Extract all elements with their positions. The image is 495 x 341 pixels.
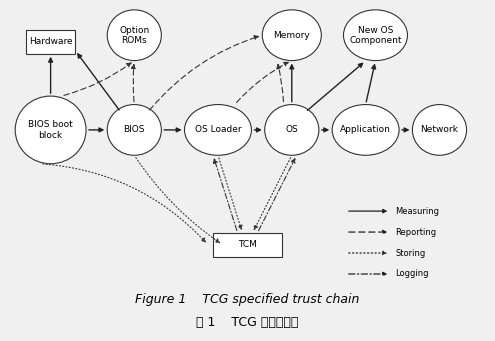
Ellipse shape [15, 96, 86, 164]
Text: BIOS boot
block: BIOS boot block [28, 120, 73, 139]
Text: Hardware: Hardware [29, 38, 72, 46]
FancyBboxPatch shape [26, 30, 75, 54]
Ellipse shape [265, 105, 319, 155]
FancyBboxPatch shape [213, 233, 282, 257]
Ellipse shape [344, 10, 407, 61]
Text: TCM: TCM [238, 240, 257, 249]
Text: Memory: Memory [273, 31, 310, 40]
Text: OS: OS [286, 125, 298, 134]
Text: Application: Application [340, 125, 391, 134]
Ellipse shape [107, 10, 161, 61]
Text: Network: Network [421, 125, 458, 134]
Ellipse shape [262, 10, 321, 61]
Text: OS Loader: OS Loader [195, 125, 241, 134]
Text: 图 1    TCG 规范信任链: 图 1 TCG 规范信任链 [197, 316, 298, 329]
Ellipse shape [107, 105, 161, 155]
Ellipse shape [185, 105, 251, 155]
Text: Storing: Storing [395, 249, 425, 257]
Text: New OS
Component: New OS Component [349, 26, 402, 45]
Ellipse shape [412, 105, 467, 155]
Ellipse shape [332, 105, 399, 155]
Text: Reporting: Reporting [395, 227, 436, 237]
Text: Option
ROMs: Option ROMs [119, 26, 149, 45]
Text: Measuring: Measuring [395, 207, 439, 216]
Text: BIOS: BIOS [124, 125, 145, 134]
Text: Logging: Logging [395, 269, 429, 279]
Text: Figure 1    TCG specified trust chain: Figure 1 TCG specified trust chain [135, 293, 360, 306]
